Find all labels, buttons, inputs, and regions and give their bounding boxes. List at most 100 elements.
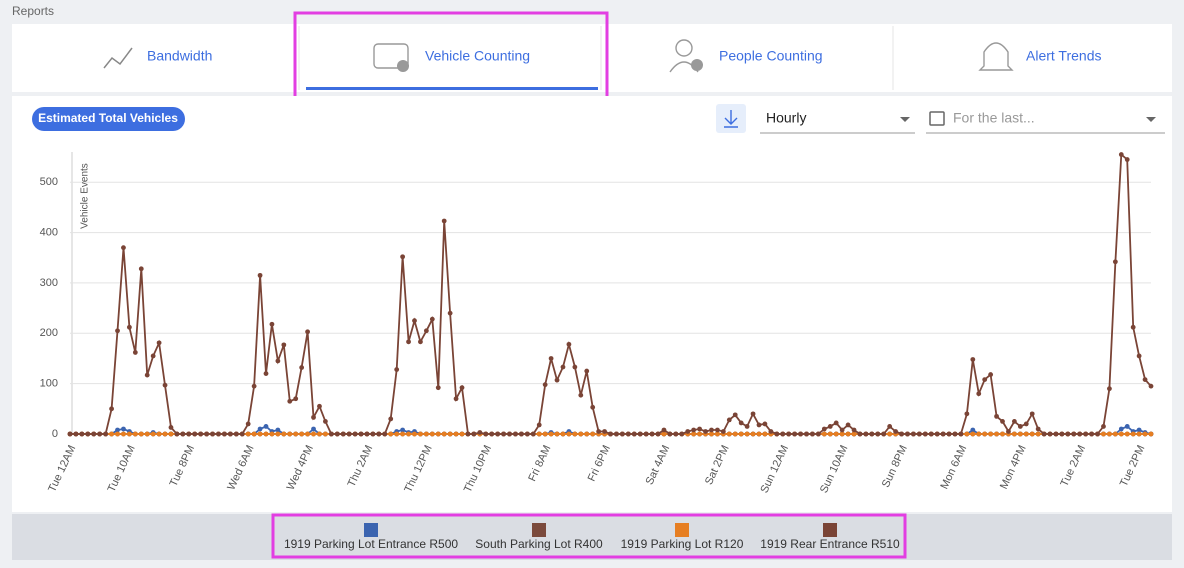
data-point — [970, 357, 976, 362]
legend-swatch — [364, 523, 378, 537]
data-point — [750, 431, 756, 437]
data-point — [833, 431, 839, 437]
data-point — [275, 427, 281, 433]
data-point — [572, 364, 578, 370]
tab-label[interactable]: Vehicle Counting — [425, 48, 530, 64]
data-point — [198, 431, 204, 437]
data-point — [1101, 424, 1106, 429]
data-point — [150, 353, 156, 359]
data-point — [762, 431, 768, 437]
data-point — [1077, 431, 1083, 437]
data-point — [293, 431, 299, 437]
data-point — [566, 431, 572, 437]
data-point — [1053, 431, 1059, 437]
data-point — [126, 431, 132, 437]
data-point — [495, 431, 501, 437]
tab-label[interactable]: Bandwidth — [147, 48, 212, 64]
data-point — [631, 431, 637, 437]
y-tick-label: 300 — [40, 277, 58, 289]
data-point — [839, 427, 845, 433]
data-point — [1118, 152, 1124, 157]
tab-vehicle-counting[interactable]: Vehicle Counting — [306, 43, 598, 90]
data-point — [815, 431, 821, 437]
data-point — [584, 368, 590, 374]
section-label: Reports — [12, 4, 54, 18]
select-caret — [900, 117, 910, 122]
data-point — [821, 426, 827, 432]
tab-label[interactable]: Alert Trends — [1026, 48, 1101, 64]
data-point — [554, 377, 560, 383]
data-point — [1059, 431, 1065, 437]
data-point — [174, 431, 180, 437]
data-point — [109, 406, 114, 412]
data-point — [988, 431, 994, 437]
data-point — [251, 383, 257, 389]
data-point — [317, 403, 322, 409]
data-point — [732, 431, 738, 437]
data-point — [982, 377, 988, 383]
data-point — [988, 372, 994, 377]
data-point — [412, 318, 417, 324]
data-point — [1130, 324, 1136, 330]
data-point — [715, 431, 720, 437]
data-point — [976, 391, 982, 397]
data-point — [994, 431, 999, 437]
data-point — [370, 431, 376, 437]
data-point — [429, 431, 435, 437]
data-point — [85, 431, 91, 437]
data-point — [726, 431, 732, 437]
data-point — [875, 431, 881, 437]
tab-alert-trends[interactable]: Alert Trends — [978, 42, 1101, 71]
data-point — [121, 431, 126, 437]
data-point — [786, 431, 792, 437]
data-point — [619, 431, 625, 437]
data-point — [596, 429, 602, 434]
data-point — [738, 431, 744, 437]
data-point — [311, 426, 316, 432]
data-point — [768, 429, 774, 434]
data-point — [1107, 386, 1112, 392]
data-point — [132, 431, 138, 437]
data-point — [239, 431, 245, 437]
data-point — [887, 424, 893, 429]
tab-label[interactable]: People Counting — [719, 48, 823, 64]
data-point — [750, 411, 756, 417]
tab-bandwidth[interactable]: Bandwidth — [103, 47, 212, 69]
data-point — [1136, 431, 1142, 437]
data-point — [435, 431, 441, 437]
data-point — [263, 431, 269, 437]
data-point — [982, 431, 988, 437]
vehicle-icon — [373, 43, 409, 69]
data-point — [257, 426, 263, 432]
data-point — [845, 422, 851, 428]
data-point — [328, 431, 334, 437]
date-input[interactable]: For the last... — [953, 110, 1035, 126]
data-point — [394, 431, 400, 437]
data-point — [210, 431, 215, 437]
data-point — [869, 431, 875, 437]
data-point — [590, 431, 596, 437]
data-point — [804, 431, 809, 437]
data-point — [97, 431, 103, 437]
y-tick-label: 500 — [40, 176, 58, 188]
data-point — [833, 420, 839, 426]
data-point — [697, 431, 702, 437]
data-point — [400, 254, 406, 260]
legend-label: 1919 Parking Lot Entrance R500 — [284, 537, 458, 551]
tab-people-counting[interactable]: People Counting — [669, 39, 823, 73]
data-point — [269, 431, 275, 437]
data-point — [471, 431, 477, 437]
data-point — [614, 431, 619, 437]
data-point — [1023, 431, 1029, 437]
data-point — [67, 431, 73, 437]
data-point — [459, 431, 465, 437]
chip[interactable] — [32, 107, 185, 131]
data-point — [1000, 419, 1005, 424]
data-point — [994, 413, 999, 419]
interval-select[interactable]: Hourly — [766, 110, 806, 126]
data-point — [281, 342, 287, 348]
data-point — [299, 365, 305, 370]
data-point — [1148, 431, 1154, 437]
data-point — [1130, 431, 1136, 437]
